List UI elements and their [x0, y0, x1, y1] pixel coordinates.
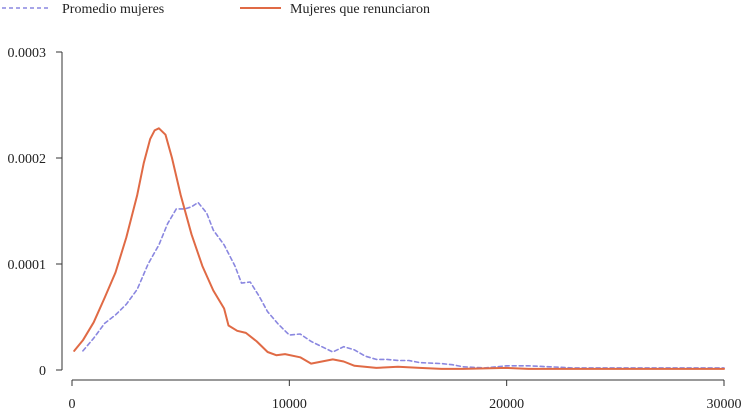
x-tick-label: 0 — [69, 397, 76, 412]
y-tick-label: 0.0001 — [8, 258, 47, 273]
x-tick-label: 30000 — [707, 397, 742, 412]
y-axis-ticks: 0 0.0001 0.0002 0.0003 — [8, 46, 62, 379]
y-tick-label: 0.0003 — [8, 46, 47, 61]
series-line-promedio-mujeres — [82, 201, 725, 369]
y-tick-label: 0 — [39, 364, 46, 379]
y-tick-label: 0.0002 — [8, 152, 47, 167]
x-tick-label: 10000 — [272, 397, 307, 412]
legend-label-promedio-mujeres: Promedio mujeres — [62, 2, 164, 17]
legend: Promedio mujeres Mujeres que renunciaron — [2, 2, 430, 17]
series-lines — [73, 127, 725, 370]
series-line-mujeres-que-renunciaron — [73, 127, 725, 370]
legend-label-mujeres-que-renunciaron: Mujeres que renunciaron — [290, 2, 430, 17]
x-axis-ticks: 0 10000 20000 30000 — [69, 380, 742, 412]
x-tick-label: 20000 — [489, 397, 524, 412]
